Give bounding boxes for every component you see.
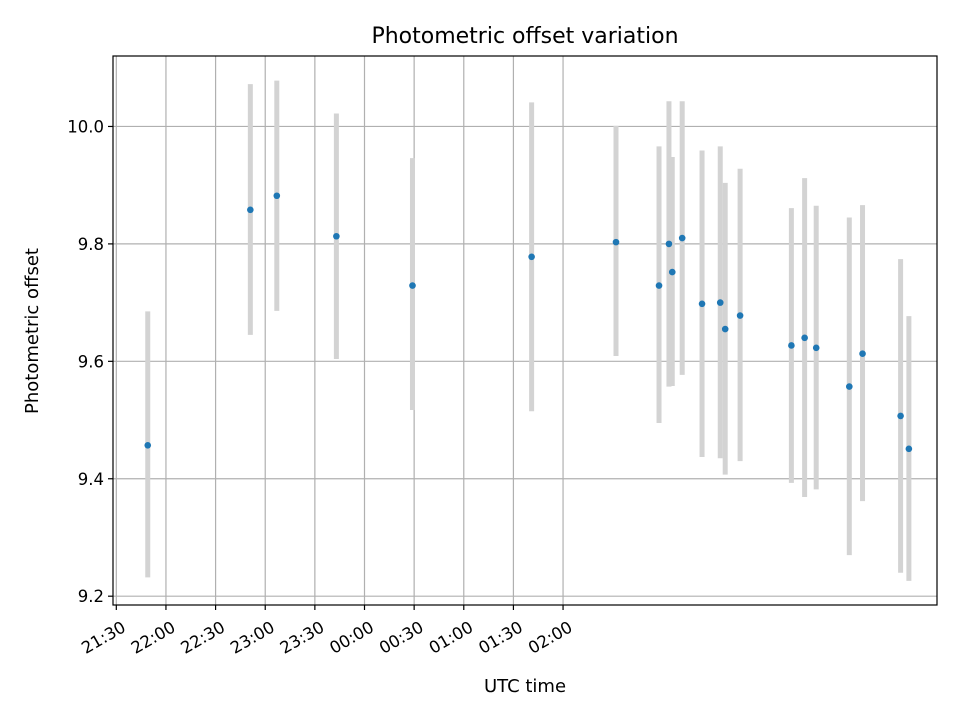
data-point [655,282,663,289]
x-tick-label: 22:00 [128,617,179,657]
x-axis-label: UTC time [484,676,566,697]
x-tick-label: 23:00 [227,617,278,657]
data-point [736,312,744,319]
y-tick-label: 10.0 [67,117,104,136]
y-tick-label: 9.8 [78,235,104,254]
y-axis-label: Photometric offset [22,248,43,414]
data-point [273,192,281,200]
y-tick-label: 9.2 [78,587,104,606]
x-tick-label: 01:30 [475,617,526,657]
data-point [897,412,904,420]
data-point [859,350,866,357]
y-tick-label: 9.4 [78,470,104,489]
data-point [698,300,706,308]
x-tick-label: 23:30 [277,617,328,657]
plot-frame [112,55,938,606]
data-points [144,192,913,453]
grid-lines [113,56,937,605]
data-point [905,445,913,453]
data-point [716,299,724,306]
x-tick-label: 02:00 [525,617,576,657]
data-point [612,238,620,246]
x-tick-label: 01:00 [426,617,477,657]
data-point [665,240,673,248]
x-tick-label: 22:30 [177,617,228,657]
x-axis-ticks: 21:3022:0022:3023:0023:3000:0000:3001:00… [78,605,576,658]
x-tick-label: 00:00 [326,617,377,657]
data-point [528,253,535,261]
x-tick-label: 00:30 [376,617,427,657]
data-point [678,234,686,242]
y-axis-ticks: 9.2 9.4 9.6 9.8 10.0 [67,117,113,606]
data-point [846,383,853,390]
data-point [144,441,152,449]
data-point [333,232,340,240]
error-bars [145,80,912,581]
data-point [409,282,416,289]
x-tick-label: 21:30 [78,617,129,657]
data-point [812,344,820,352]
y-tick-label: 9.6 [78,352,104,371]
data-point [247,206,254,214]
chart-title: Photometric offset variation [371,24,678,49]
data-point [668,268,676,276]
data-point [801,334,808,342]
data-point [788,342,795,349]
data-point [721,325,729,333]
